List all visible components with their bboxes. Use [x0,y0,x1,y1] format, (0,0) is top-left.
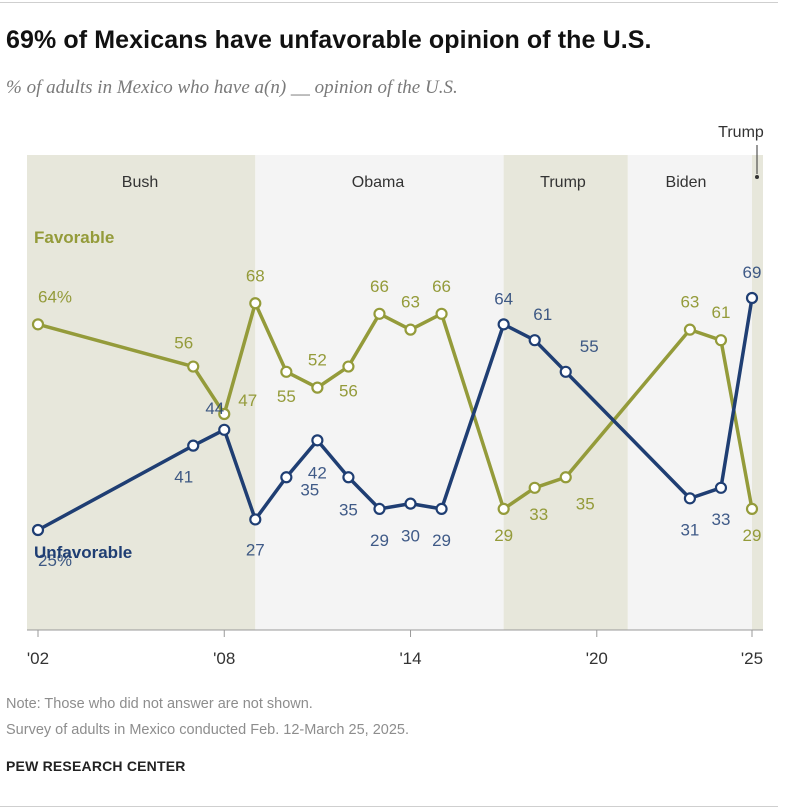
series-name-unfavorable: Unfavorable [34,543,132,562]
brand-name: PEW RESEARCH CENTER [6,758,186,774]
data-point-favorable [218,407,231,421]
data-point-unfavorable [280,471,293,484]
bottom-rule [0,806,778,807]
data-point-unfavorable [435,502,448,516]
data-label-unfavorable: 29 [370,531,389,550]
data-point-unfavorable [218,423,231,436]
data-point-unfavorable [373,502,386,516]
x-tick-label: '20 [586,649,608,668]
data-label-favorable: 63 [401,293,420,312]
x-tick-label: '14 [399,649,421,668]
data-label-favorable: 66 [370,277,389,296]
data-label-unfavorable: 64 [494,289,513,308]
data-label-unfavorable: 44 [205,399,224,418]
data-label-unfavorable: 25% [38,551,72,570]
era-label-biden: Biden [666,174,707,191]
data-label-favorable: 64% [38,287,72,306]
data-point-favorable [31,318,45,331]
era-label-obama: Obama [352,174,405,191]
data-point-favorable [187,360,200,373]
series-line-unfavorable [36,296,754,532]
data-label-unfavorable: 30 [401,527,420,546]
era-pointer-dot [755,175,759,179]
data-point-favorable [311,381,324,394]
data-point-unfavorable [311,434,324,447]
data-label-unfavorable: 69 [743,263,762,282]
era-band-obama [255,155,504,630]
era-label-trump: Trump [718,124,764,141]
data-label-unfavorable: 41 [174,468,193,487]
data-point-unfavorable [187,439,200,452]
chart-subtitle: % of adults in Mexico who have a(n) __ o… [6,77,458,98]
era-label-bush: Bush [122,174,158,191]
chart-note: Note: Those who did not answer are not s… [6,696,313,712]
data-label-unfavorable: 27 [246,540,265,559]
data-point-unfavorable [745,291,759,305]
data-label-unfavorable: 42 [308,463,327,482]
era-label-trump: Trump [540,174,586,191]
data-point-favorable [528,481,541,494]
data-point-favorable [373,307,386,320]
data-label-favorable: 56 [174,334,193,353]
data-label-favorable: 63 [680,293,699,312]
data-point-favorable [280,365,293,378]
data-point-unfavorable [249,513,262,526]
data-label-unfavorable: 55 [580,337,599,356]
data-label-favorable: 35 [576,494,595,513]
data-label-favorable: 33 [529,505,548,524]
top-rule [0,2,778,3]
series-name-favorable: Favorable [34,228,114,247]
data-point-unfavorable [404,497,417,510]
era-band-trump [503,155,628,630]
data-label-unfavorable: 29 [432,531,451,550]
era-band-biden [627,155,752,630]
chart-source: Survey of adults in Mexico conducted Feb… [6,722,409,738]
data-point-favorable [714,334,728,347]
data-point-favorable [497,502,510,516]
era-band-trump [752,155,763,630]
data-point-favorable [559,471,572,484]
data-label-favorable: 29 [743,526,762,545]
data-point-favorable [745,502,759,516]
data-label-favorable: 29 [494,526,513,545]
data-label-unfavorable: 35 [300,480,319,499]
data-point-unfavorable [559,365,572,378]
data-label-favorable: 68 [246,266,265,285]
data-point-favorable [404,323,417,336]
data-point-unfavorable [683,492,697,505]
data-label-favorable: 56 [339,382,358,401]
data-point-unfavorable [342,471,355,484]
data-point-favorable [249,297,262,310]
data-point-unfavorable [528,334,541,347]
data-point-favorable [435,307,448,320]
chart-title: 69% of Mexicans have unfavorable opinion… [6,26,652,54]
data-label-unfavorable: 33 [711,510,730,529]
data-label-favorable: 47 [238,391,257,410]
data-point-favorable [683,323,697,336]
data-point-unfavorable [31,523,45,537]
data-label-favorable: 55 [277,387,296,406]
data-label-favorable: 61 [711,303,730,322]
data-point-favorable [342,360,355,373]
data-label-unfavorable: 35 [339,500,358,519]
era-band-bush [27,155,256,630]
x-tick-label: '08 [213,649,235,668]
line-chart: Bush Obama Trump Biden Trump '02 '08 '14 '20 '25 6… [27,124,764,668]
data-point-unfavorable [714,481,728,494]
series-line-favorable [36,301,754,511]
data-label-unfavorable: 61 [533,305,552,324]
x-tick-label: '25 [741,649,763,668]
data-label-favorable: 66 [432,277,451,296]
x-tick-label: '02 [27,649,49,668]
data-label-unfavorable: 31 [680,520,699,539]
data-point-unfavorable [497,318,510,331]
data-label-favorable: 52 [308,351,327,370]
